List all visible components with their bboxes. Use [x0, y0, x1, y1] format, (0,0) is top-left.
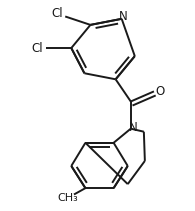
Text: N: N [128, 120, 137, 134]
Text: O: O [156, 85, 165, 98]
Text: CH₃: CH₃ [57, 193, 78, 203]
Text: N: N [119, 10, 128, 23]
Text: Cl: Cl [51, 7, 63, 20]
Text: Cl: Cl [31, 42, 43, 55]
